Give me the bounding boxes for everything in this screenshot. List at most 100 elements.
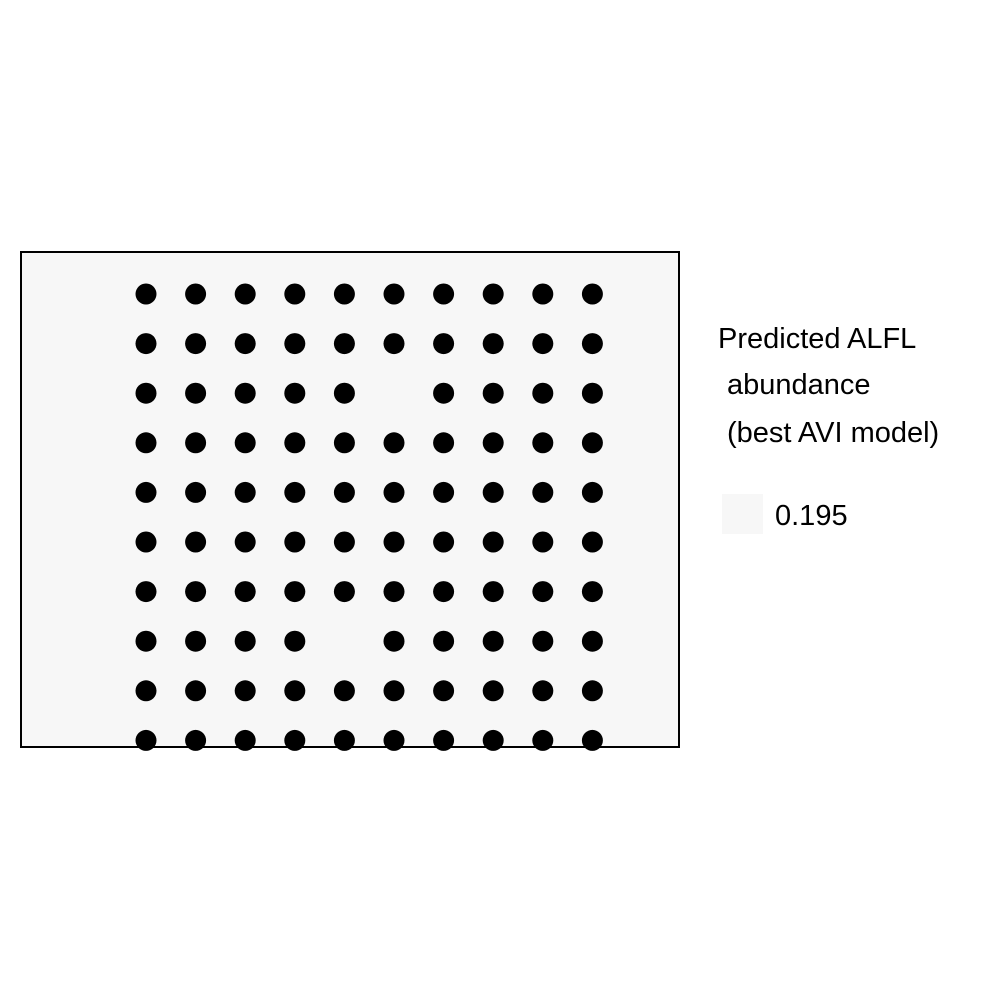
survey-point: [234, 729, 256, 751]
survey-point: [532, 531, 554, 553]
survey-point: [333, 729, 355, 751]
survey-point: [383, 531, 405, 553]
survey-point: [284, 432, 306, 454]
survey-point: [581, 481, 603, 503]
legend-title-line-3: (best AVI model): [727, 417, 939, 449]
survey-point: [135, 382, 157, 404]
survey-point: [284, 283, 306, 305]
survey-point: [482, 531, 504, 553]
survey-point: [581, 581, 603, 603]
survey-point: [482, 630, 504, 652]
survey-point: [482, 333, 504, 355]
survey-point: [433, 481, 455, 503]
survey-point: [333, 481, 355, 503]
survey-point: [333, 581, 355, 603]
survey-point: [532, 432, 554, 454]
survey-point: [234, 630, 256, 652]
survey-point: [581, 382, 603, 404]
survey-point: [532, 581, 554, 603]
survey-point: [284, 680, 306, 702]
survey-point: [284, 481, 306, 503]
legend-title-line-1: Predicted ALFL: [718, 323, 916, 355]
survey-point: [482, 382, 504, 404]
survey-point: [234, 382, 256, 404]
survey-point: [383, 729, 405, 751]
survey-point: [482, 581, 504, 603]
survey-point: [185, 283, 207, 305]
survey-point: [383, 680, 405, 702]
survey-point: [383, 432, 405, 454]
survey-point: [482, 481, 504, 503]
survey-point: [234, 283, 256, 305]
survey-point: [185, 581, 207, 603]
survey-point: [185, 333, 207, 355]
survey-point: [234, 680, 256, 702]
survey-point: [135, 283, 157, 305]
survey-point: [383, 333, 405, 355]
survey-points: [135, 283, 603, 751]
survey-point: [135, 581, 157, 603]
legend-entry-label: 0.195: [775, 500, 848, 532]
survey-point: [333, 531, 355, 553]
survey-point: [532, 333, 554, 355]
survey-point: [333, 680, 355, 702]
survey-point: [581, 729, 603, 751]
survey-point: [482, 432, 504, 454]
survey-point: [234, 481, 256, 503]
survey-point: [185, 630, 207, 652]
survey-point: [284, 729, 306, 751]
survey-point: [433, 283, 455, 305]
survey-point: [333, 382, 355, 404]
survey-point: [482, 729, 504, 751]
survey-point: [135, 729, 157, 751]
legend-title-line-2: abundance: [727, 369, 871, 401]
survey-point: [135, 481, 157, 503]
survey-point: [532, 680, 554, 702]
survey-point: [581, 630, 603, 652]
survey-point: [433, 333, 455, 355]
survey-point: [433, 382, 455, 404]
survey-point: [333, 333, 355, 355]
survey-point: [284, 382, 306, 404]
survey-point: [185, 481, 207, 503]
legend-swatch: [722, 494, 763, 534]
survey-point: [532, 283, 554, 305]
survey-point: [433, 432, 455, 454]
survey-point: [234, 581, 256, 603]
survey-point: [185, 382, 207, 404]
survey-point: [185, 680, 207, 702]
survey-point: [135, 531, 157, 553]
survey-point: [333, 283, 355, 305]
survey-point: [284, 581, 306, 603]
survey-point: [383, 283, 405, 305]
survey-point: [333, 432, 355, 454]
survey-point: [532, 729, 554, 751]
survey-point: [482, 680, 504, 702]
survey-point: [383, 481, 405, 503]
survey-point: [234, 333, 256, 355]
survey-point: [185, 432, 207, 454]
survey-point: [284, 333, 306, 355]
survey-point: [135, 333, 157, 355]
survey-point: [383, 630, 405, 652]
survey-point: [185, 729, 207, 751]
legend: Predicted ALFL abundance (best AVI model…: [718, 323, 939, 534]
survey-point: [185, 531, 207, 553]
survey-point: [383, 581, 405, 603]
survey-point: [284, 630, 306, 652]
survey-point: [433, 630, 455, 652]
survey-point: [532, 382, 554, 404]
survey-point: [482, 283, 504, 305]
survey-point: [433, 680, 455, 702]
survey-point: [581, 333, 603, 355]
survey-point: [532, 630, 554, 652]
survey-point: [433, 581, 455, 603]
survey-point: [581, 283, 603, 305]
survey-point: [234, 531, 256, 553]
survey-point: [581, 680, 603, 702]
survey-point: [581, 432, 603, 454]
survey-point: [532, 481, 554, 503]
survey-point: [135, 432, 157, 454]
